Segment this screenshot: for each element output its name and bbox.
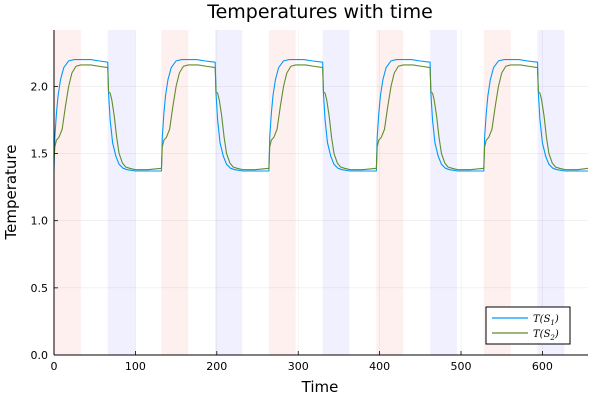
x-tick-label-6: 600 (532, 360, 553, 373)
legend-label-s2-sub: 2 (549, 334, 555, 342)
x-tick-label-4: 400 (369, 360, 390, 373)
shaded-interval-6 (376, 30, 404, 355)
y-tick-label-0: 0.0 (31, 349, 49, 362)
legend-label-s1-close: ) (554, 314, 559, 325)
x-tick-label-2: 200 (206, 360, 227, 373)
y-tick-label-1: 0.5 (31, 282, 49, 295)
series-lines (53, 59, 589, 172)
shaded-interval-7 (430, 30, 457, 355)
chart-title: Temperatures with time (206, 1, 433, 23)
legend-label-s2: T(S2) (533, 329, 559, 342)
shaded-interval-4 (268, 30, 296, 355)
legend-label-s1: T(S1) (533, 314, 559, 327)
shaded-interval-8 (483, 30, 511, 355)
y-tick-label-3: 1.5 (31, 148, 49, 161)
axes (53, 30, 588, 356)
legend-box (485, 306, 571, 345)
shaded-interval-0 (54, 30, 81, 355)
y-tick-label-4: 2.0 (31, 80, 49, 93)
shaded-interval-3 (215, 30, 243, 355)
shaded-interval-2 (161, 30, 189, 355)
legend-label-s1-main: T(S (533, 314, 551, 325)
legend: T(S1) T(S2) (485, 306, 571, 345)
tick-labels: 0 100 200 300 400 500 600 0.0 0.5 1.0 1.5 2.0 (31, 80, 553, 373)
shaded-interval-9 (537, 30, 565, 355)
x-axis-title: Time (301, 378, 339, 396)
series-line-1 (53, 59, 588, 172)
y-tick-label-2: 1.0 (31, 215, 49, 228)
x-tick-label-3: 300 (288, 360, 309, 373)
legend-label-s2-main: T(S (533, 329, 551, 340)
series-line-2 (53, 64, 589, 171)
shaded-interval-1 (107, 30, 136, 355)
shaded-interval-5 (322, 30, 350, 355)
y-axis-title: Temperature (2, 144, 20, 240)
legend-label-s2-close: ) (554, 329, 559, 340)
x-tick-label-0: 0 (51, 360, 58, 373)
x-tick-label-1: 100 (125, 360, 146, 373)
grid-lines (53, 30, 588, 356)
x-tick-label-5: 500 (451, 360, 472, 373)
shaded-intervals (54, 30, 565, 355)
legend-label-s1-sub: 1 (550, 319, 554, 327)
